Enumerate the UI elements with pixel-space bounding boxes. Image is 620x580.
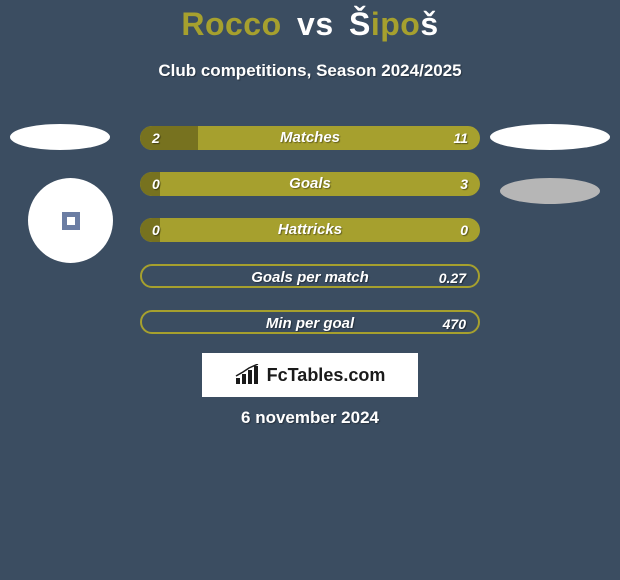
title-left: Rocco	[181, 6, 281, 42]
brand-box: FcTables.com	[202, 353, 418, 397]
club-logo-left	[28, 178, 113, 263]
stat-bar-left-value: 0	[152, 218, 160, 242]
stat-bar: Min per goal470	[140, 310, 480, 334]
stat-bar-right-value: 470	[443, 312, 466, 332]
title-right: Šipoš	[349, 6, 439, 42]
stat-bars: Matches211Goals03Hattricks00Goals per ma…	[140, 126, 480, 356]
stat-bar-left-value: 2	[152, 126, 160, 150]
stat-bar: Hattricks0 0	[140, 218, 480, 242]
stat-bar-right-value: 0	[460, 218, 468, 242]
stat-bar-label: Matches	[140, 126, 480, 150]
stat-bar-label: Hattricks	[140, 218, 480, 242]
title-vs: vs	[297, 6, 334, 42]
stat-bar-label: Goals per match	[142, 266, 478, 286]
avatar-placeholder-right	[490, 124, 610, 150]
stat-bar-right-value: 0.27	[439, 266, 466, 286]
stat-bar-right-value: 3	[460, 172, 468, 196]
title-right-first: Š	[349, 6, 371, 42]
title-right-mid: ipo	[371, 6, 420, 42]
date: 6 november 2024	[0, 408, 620, 428]
avatar-placeholder-left	[10, 124, 110, 150]
subtitle: Club competitions, Season 2024/2025	[0, 61, 620, 81]
club-logo-icon	[62, 212, 80, 230]
avatar-shadow-right	[500, 178, 600, 204]
stat-bar-left-value: 0	[152, 172, 160, 196]
stat-bar: Goals per match0.27	[140, 264, 480, 288]
stat-bar-label: Goals	[140, 172, 480, 196]
comparison-card: Rocco vs Šipoš Club competitions, Season…	[0, 0, 620, 580]
stat-bar-right-value: 11	[453, 126, 468, 150]
brand-bars-icon	[235, 364, 261, 386]
title-right-last: š	[420, 6, 438, 42]
stat-bar: Matches2 11	[140, 126, 480, 150]
stat-bar-label: Min per goal	[142, 312, 478, 332]
brand-text: FcTables.com	[267, 365, 386, 386]
title: Rocco vs Šipoš	[0, 6, 620, 43]
stat-bar: Goals0 3	[140, 172, 480, 196]
